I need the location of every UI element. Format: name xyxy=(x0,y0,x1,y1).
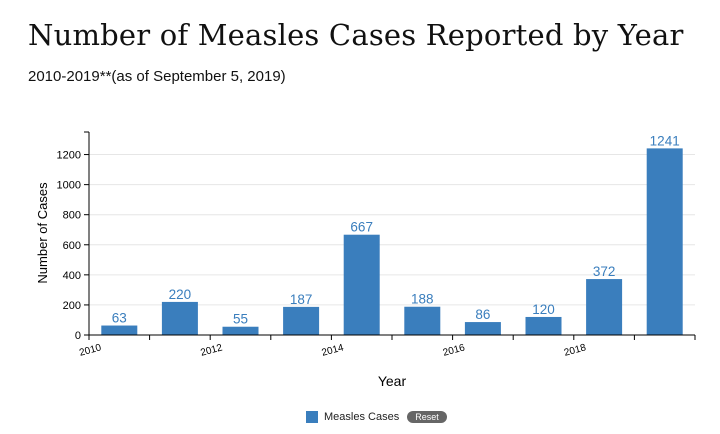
bar[interactable] xyxy=(586,279,623,335)
y-tick-label: 1200 xyxy=(57,150,81,162)
y-tick-label: 400 xyxy=(63,270,81,282)
y-axis-label: Number of Cases xyxy=(35,182,50,284)
bar-value-label: 120 xyxy=(532,302,555,317)
y-tick-label: 1000 xyxy=(57,180,81,192)
bar-value-label: 1241 xyxy=(650,133,680,148)
y-tick-label: 0 xyxy=(75,330,81,342)
bar[interactable] xyxy=(222,326,259,335)
legend: Measles Cases Reset xyxy=(306,411,447,423)
bar[interactable] xyxy=(161,301,198,335)
chart-subtitle: 2010-2019**(as of September 5, 2019) xyxy=(28,68,286,85)
bar-value-label: 63 xyxy=(112,311,127,326)
bar-value-label: 187 xyxy=(290,292,313,307)
bar-value-label: 86 xyxy=(475,307,490,322)
bar[interactable] xyxy=(101,325,138,335)
bar[interactable] xyxy=(343,234,380,335)
bar[interactable] xyxy=(525,316,562,335)
x-tick-label: 2016 xyxy=(442,342,467,358)
bar-value-label: 667 xyxy=(350,220,373,235)
reset-button[interactable]: Reset xyxy=(407,411,447,423)
bar[interactable] xyxy=(646,148,683,335)
chart-title: Number of Measles Cases Reported by Year xyxy=(28,18,684,52)
x-tick-label: 2018 xyxy=(563,342,588,358)
bar[interactable] xyxy=(283,306,320,335)
bar-value-label: 188 xyxy=(411,292,434,307)
x-tick-label: 2012 xyxy=(199,342,224,358)
y-tick-label: 200 xyxy=(63,300,81,312)
x-tick-label: 2010 xyxy=(78,342,103,358)
x-axis-label: Year xyxy=(378,373,407,389)
y-tick-label: 800 xyxy=(63,210,81,222)
x-tick-label: 2014 xyxy=(321,342,346,358)
legend-swatch[interactable] xyxy=(306,411,318,423)
bar-value-label: 372 xyxy=(593,264,616,279)
bar[interactable] xyxy=(464,322,501,335)
legend-label[interactable]: Measles Cases xyxy=(324,411,400,423)
bar-value-label: 55 xyxy=(233,312,248,327)
y-tick-label: 600 xyxy=(63,240,81,252)
bar-value-label: 220 xyxy=(169,287,192,302)
bar[interactable] xyxy=(404,306,441,335)
